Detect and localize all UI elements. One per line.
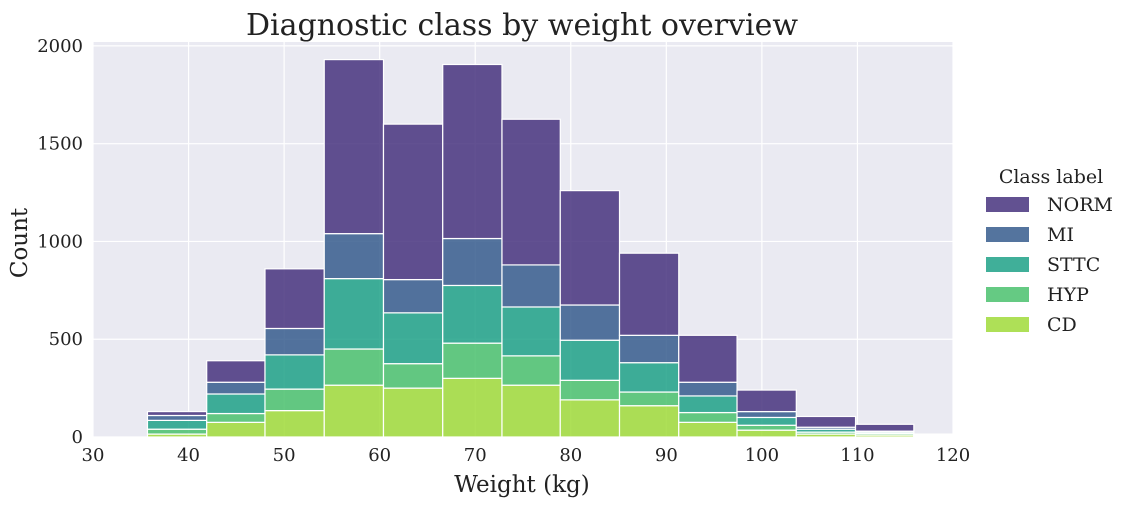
bar-sttc — [206, 393, 266, 415]
bar-hyp — [146, 428, 208, 435]
bar-hyp — [206, 412, 266, 423]
legend-swatch-mi — [986, 227, 1029, 242]
bar-hyp — [559, 379, 621, 401]
bar-sttc — [323, 278, 385, 350]
bar-cd — [501, 384, 561, 438]
legend-label-norm: NORM — [1047, 194, 1113, 216]
bar-sttc — [264, 354, 325, 390]
bar-hyp — [618, 391, 680, 407]
bar-norm — [913, 433, 954, 436]
x-tick-label: 80 — [559, 445, 582, 466]
bar-cd — [559, 399, 621, 438]
bar-hyp — [736, 424, 797, 431]
x-tick-label: 30 — [82, 445, 105, 466]
legend: Class label NORM MI STTC HYP CD — [986, 166, 1113, 336]
bar-hyp — [678, 411, 738, 423]
bar-cd — [323, 384, 385, 438]
bar-norm — [559, 190, 621, 306]
bar-mi — [736, 410, 797, 419]
bar-norm — [854, 423, 915, 432]
bar-hyp — [382, 363, 444, 389]
y-tick-label: 500 — [49, 329, 83, 350]
bar-mi — [678, 381, 738, 397]
bar-cd — [618, 405, 680, 438]
legend-title: Class label — [999, 166, 1103, 188]
bar-norm — [736, 389, 797, 413]
bar-cd — [678, 421, 738, 438]
legend-swatch-cd — [986, 317, 1029, 332]
bar-hyp — [323, 348, 385, 386]
bar-hyp — [501, 355, 561, 386]
bar-cd — [736, 429, 797, 438]
bar-sttc — [146, 419, 208, 430]
legend-swatch-sttc — [986, 257, 1029, 272]
bar-norm — [382, 123, 444, 281]
y-tick-label: 2000 — [37, 36, 83, 57]
bar-sttc — [678, 395, 738, 414]
y-axis-ticks: 0 500 1000 1500 2000 — [37, 36, 83, 448]
bar-norm — [146, 410, 208, 417]
bar-norm — [501, 118, 561, 266]
bar-mi — [442, 237, 503, 287]
bar-norm — [442, 63, 503, 240]
legend-label-mi: MI — [1047, 224, 1074, 246]
legend-label-hyp: HYP — [1047, 284, 1089, 306]
x-tick-label: 120 — [936, 445, 970, 466]
x-tick-label: 110 — [840, 445, 874, 466]
x-axis-label: Weight (kg) — [454, 472, 589, 498]
y-tick-label: 1000 — [37, 231, 83, 252]
bar-cd — [442, 377, 503, 438]
bar-sttc — [559, 339, 621, 381]
bar-mi — [501, 264, 561, 308]
x-tick-label: 50 — [273, 445, 296, 466]
bar-mi — [382, 278, 444, 314]
x-tick-label: 90 — [655, 445, 678, 466]
y-axis-label: Count — [7, 207, 33, 278]
bar-mi — [206, 381, 266, 395]
bar-norm — [264, 268, 325, 330]
legend-swatch-hyp — [986, 287, 1029, 302]
y-tick-label: 1500 — [37, 134, 83, 155]
bar-cd — [382, 387, 444, 438]
bar-hyp — [442, 342, 503, 379]
bar-sttc — [501, 306, 561, 357]
bar-norm — [795, 415, 857, 428]
legend-label-sttc: STTC — [1047, 254, 1100, 276]
bar-norm — [206, 360, 266, 383]
bar-cd — [264, 410, 325, 438]
bar-sttc — [618, 362, 680, 393]
bar-mi — [264, 327, 325, 356]
bar-cd — [206, 421, 266, 438]
bar-mi — [146, 414, 208, 421]
y-tick-label: 0 — [72, 427, 83, 448]
legend-label-cd: CD — [1047, 314, 1077, 336]
bar-mi — [323, 233, 385, 280]
x-axis-ticks: 30 40 50 60 70 80 90 100 110 120 — [82, 445, 971, 466]
bar-sttc — [736, 416, 797, 426]
legend-swatch-norm — [986, 197, 1029, 212]
x-tick-label: 70 — [464, 445, 487, 466]
bar-hyp — [264, 388, 325, 412]
bar-sttc — [442, 284, 503, 344]
bar-mi — [559, 304, 621, 341]
bar-sttc — [382, 312, 444, 365]
bar-mi — [618, 334, 680, 364]
x-tick-label: 40 — [177, 445, 200, 466]
bar-stack-group — [146, 58, 954, 438]
bar-norm — [618, 252, 680, 336]
x-tick-label: 100 — [745, 445, 779, 466]
chart-title: Diagnostic class by weight overview — [246, 8, 798, 43]
bar-norm — [323, 58, 385, 235]
x-tick-label: 60 — [368, 445, 391, 466]
bar-norm — [678, 334, 738, 383]
